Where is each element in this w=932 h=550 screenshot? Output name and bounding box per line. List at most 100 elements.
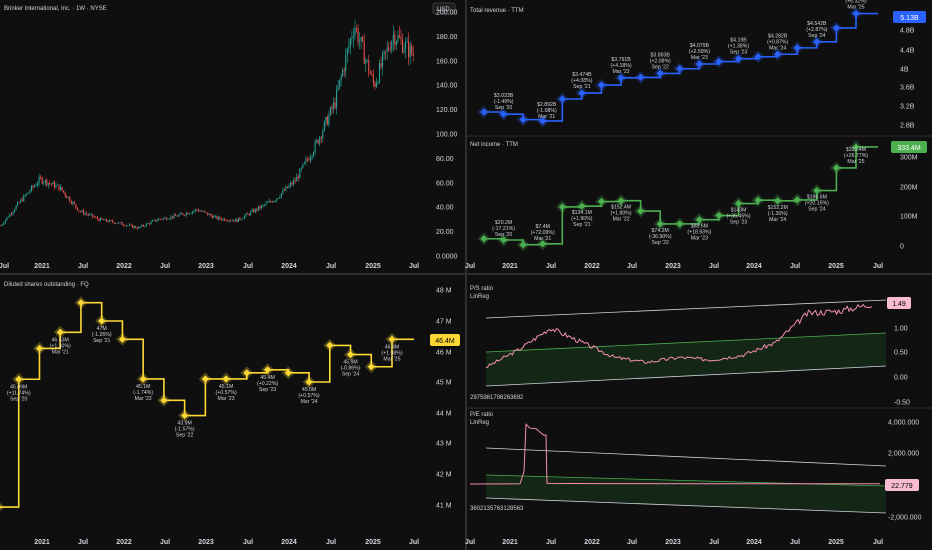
candle-body <box>93 216 95 218</box>
candle-body <box>58 184 60 190</box>
data-label-value: 46.4M <box>385 344 399 350</box>
data-label-change: (+20.15%) <box>805 201 829 207</box>
price-y-tick-label: 180.00 <box>436 34 458 41</box>
data-label-change: (+6.32%) <box>845 0 866 5</box>
data-label-period: Mar '24 <box>300 399 317 405</box>
candle-body <box>75 204 77 208</box>
candle-body <box>181 213 183 214</box>
currency-badge[interactable] <box>432 2 456 15</box>
candle-body <box>319 137 321 144</box>
candle-body <box>256 208 258 211</box>
pe-x-tick-label: 2023 <box>665 539 681 546</box>
data-label-value: $7.4M <box>536 224 550 230</box>
data-marker <box>793 196 801 204</box>
candle-body <box>228 220 230 222</box>
data-label-period: Mar '21 <box>538 114 555 120</box>
candle-body <box>233 220 235 222</box>
income-x-tick-label: Jul <box>873 263 883 270</box>
candle-body <box>23 195 25 202</box>
data-marker <box>243 369 251 377</box>
candle-body <box>153 219 155 221</box>
candle-body <box>297 176 299 179</box>
pe-upper-channel <box>485 447 887 467</box>
candle-body <box>302 164 304 168</box>
candle-body <box>300 167 302 170</box>
candle-body <box>294 180 296 182</box>
shares-pane[interactable]: Diluted shares outstanding · FQ 48 M 47 M… <box>0 282 460 546</box>
candle-body <box>191 211 193 214</box>
data-marker <box>499 110 508 118</box>
data-marker <box>263 366 272 374</box>
candle-body <box>162 218 164 220</box>
candle-body <box>158 218 160 221</box>
revenue-y-axis: 4.8B 4.4B 4B 3.6B 3.2B 2.8B <box>900 28 915 130</box>
candle-body <box>127 225 129 227</box>
shares-y-tick-label: 46 M <box>436 350 452 357</box>
candle-body <box>251 209 253 212</box>
pe-x-tick-label: 2025 <box>828 539 844 546</box>
candle-body <box>299 169 301 179</box>
candle-body <box>274 200 276 202</box>
shares-y-tick-label: 45 M <box>436 380 452 387</box>
pe-lower-channel <box>485 497 887 514</box>
data-label-period: Mar '24 <box>769 217 786 223</box>
candle-body <box>37 183 39 186</box>
data-marker <box>539 240 547 248</box>
candle-body <box>342 69 344 76</box>
data-marker <box>578 202 586 210</box>
price-title: Brinker International, Inc. · 1W · NYSE <box>4 6 107 12</box>
candle-body <box>239 217 241 220</box>
data-marker <box>852 143 860 151</box>
pe-pane[interactable]: P/E ratio LinReg 4,000.000 2,000.000 -2,00… <box>465 412 922 546</box>
shares-x-tick-label: 2021 <box>34 539 50 546</box>
price-y-tick-label: 80.00 <box>436 156 454 163</box>
revenue-pane[interactable]: Total revenue · TTM 4.8B 4.4B 4B 3.6B 3.2B 2.… <box>470 0 926 130</box>
data-marker <box>222 375 230 383</box>
pe-x-tick-label: Jul <box>790 539 800 546</box>
candle-body <box>237 217 239 222</box>
candle-body <box>401 39 404 53</box>
candle-body <box>293 180 295 185</box>
pe-x-tick-label: Jul <box>627 539 637 546</box>
candle-body <box>102 219 105 221</box>
income-labels: $20.2M(-17.21%)Sep '20$7.4M(+72.09%)Mar … <box>492 147 868 246</box>
data-label-value: 45.9M <box>343 360 357 366</box>
shares-y-tick-label: 47 M <box>436 319 452 326</box>
candle-body <box>259 206 261 209</box>
candle-body <box>337 86 339 90</box>
candle-body <box>104 219 106 221</box>
price-pane[interactable]: Brinker International, Inc. · 1W · NYSE … <box>0 2 458 270</box>
candle-body <box>366 59 368 61</box>
candle-body <box>159 218 161 220</box>
candle-body <box>147 223 149 224</box>
ps-ratio-line <box>485 303 873 369</box>
currency-label: USD <box>437 7 450 13</box>
candle-body <box>182 213 184 215</box>
candle-body <box>326 117 328 125</box>
candle-body <box>345 54 347 72</box>
data-label-value: 45.09M <box>10 384 27 390</box>
data-label-change: (+4.08%) <box>571 78 592 84</box>
shares-title: Diluted shares outstanding · FQ <box>4 282 89 288</box>
data-marker <box>832 24 841 32</box>
candle-body <box>86 213 88 215</box>
ps-mid-regression <box>485 332 887 353</box>
data-label-value: $88.6M <box>691 224 708 230</box>
data-marker <box>539 117 547 125</box>
data-marker <box>578 89 586 97</box>
income-x-tick-label: Jul <box>790 263 800 270</box>
candle-body <box>130 224 132 226</box>
shares-x-tick-label: 2024 <box>281 539 297 546</box>
ps-pane[interactable]: P/S ratio LinReg 1.00 0.50 0.00 -0.50 29759… <box>470 286 911 407</box>
candle-body <box>382 54 384 68</box>
candle-body <box>332 102 335 110</box>
data-marker <box>480 108 488 116</box>
candle-body <box>268 200 270 203</box>
candle-body <box>152 220 154 222</box>
candle-body <box>322 131 324 139</box>
candle-body <box>83 210 85 215</box>
candle-body <box>50 183 52 185</box>
candle-body <box>187 212 189 215</box>
